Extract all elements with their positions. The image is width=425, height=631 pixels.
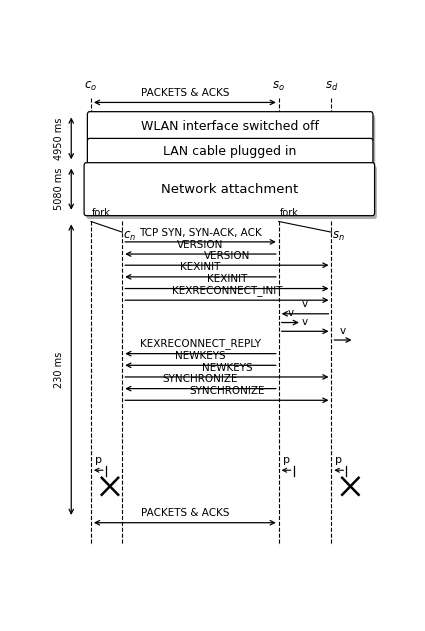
FancyBboxPatch shape [88, 138, 373, 165]
Text: $s_d$: $s_d$ [325, 80, 338, 93]
Text: $s_o$: $s_o$ [272, 80, 285, 93]
Text: 5080 ms: 5080 ms [54, 168, 64, 210]
Text: NEWKEYS: NEWKEYS [201, 363, 252, 372]
Text: v: v [287, 308, 293, 318]
Text: LAN cable plugged in: LAN cable plugged in [164, 145, 297, 158]
Text: p: p [335, 456, 343, 466]
FancyBboxPatch shape [90, 115, 375, 145]
Text: v: v [302, 317, 308, 327]
Text: NEWKEYS: NEWKEYS [175, 351, 226, 361]
Text: SYNCHRONIZE: SYNCHRONIZE [189, 386, 265, 396]
Text: fork: fork [280, 208, 299, 218]
Text: v: v [340, 326, 346, 336]
Text: PACKETS & ACKS: PACKETS & ACKS [141, 509, 229, 518]
Text: v: v [302, 300, 308, 309]
Text: fork: fork [92, 208, 111, 218]
Text: PACKETS & ACKS: PACKETS & ACKS [141, 88, 229, 98]
Text: VERSION: VERSION [177, 240, 224, 250]
Text: KEXINIT: KEXINIT [207, 274, 247, 284]
Text: p: p [283, 456, 290, 466]
Text: p: p [95, 456, 102, 466]
Text: $c_n$: $c_n$ [123, 230, 136, 244]
FancyBboxPatch shape [90, 142, 375, 168]
Text: $c_o$: $c_o$ [85, 80, 98, 93]
FancyBboxPatch shape [88, 112, 373, 142]
Text: TCP SYN, SYN-ACK, ACK: TCP SYN, SYN-ACK, ACK [139, 228, 262, 237]
FancyBboxPatch shape [86, 166, 377, 219]
Text: KEXRECONNECT_REPLY: KEXRECONNECT_REPLY [140, 338, 261, 350]
Text: 230 ms: 230 ms [54, 351, 64, 388]
Text: SYNCHRONIZE: SYNCHRONIZE [163, 374, 238, 384]
FancyBboxPatch shape [84, 163, 374, 216]
Text: $s_n$: $s_n$ [332, 230, 345, 244]
Text: 4950 ms: 4950 ms [54, 117, 64, 160]
Text: VERSION: VERSION [204, 251, 250, 261]
Text: Network attachment: Network attachment [161, 182, 298, 196]
Text: KEXRECONNECT_INIT: KEXRECONNECT_INIT [172, 285, 282, 296]
Text: KEXINIT: KEXINIT [180, 262, 221, 273]
Text: WLAN interface switched off: WLAN interface switched off [141, 121, 319, 133]
